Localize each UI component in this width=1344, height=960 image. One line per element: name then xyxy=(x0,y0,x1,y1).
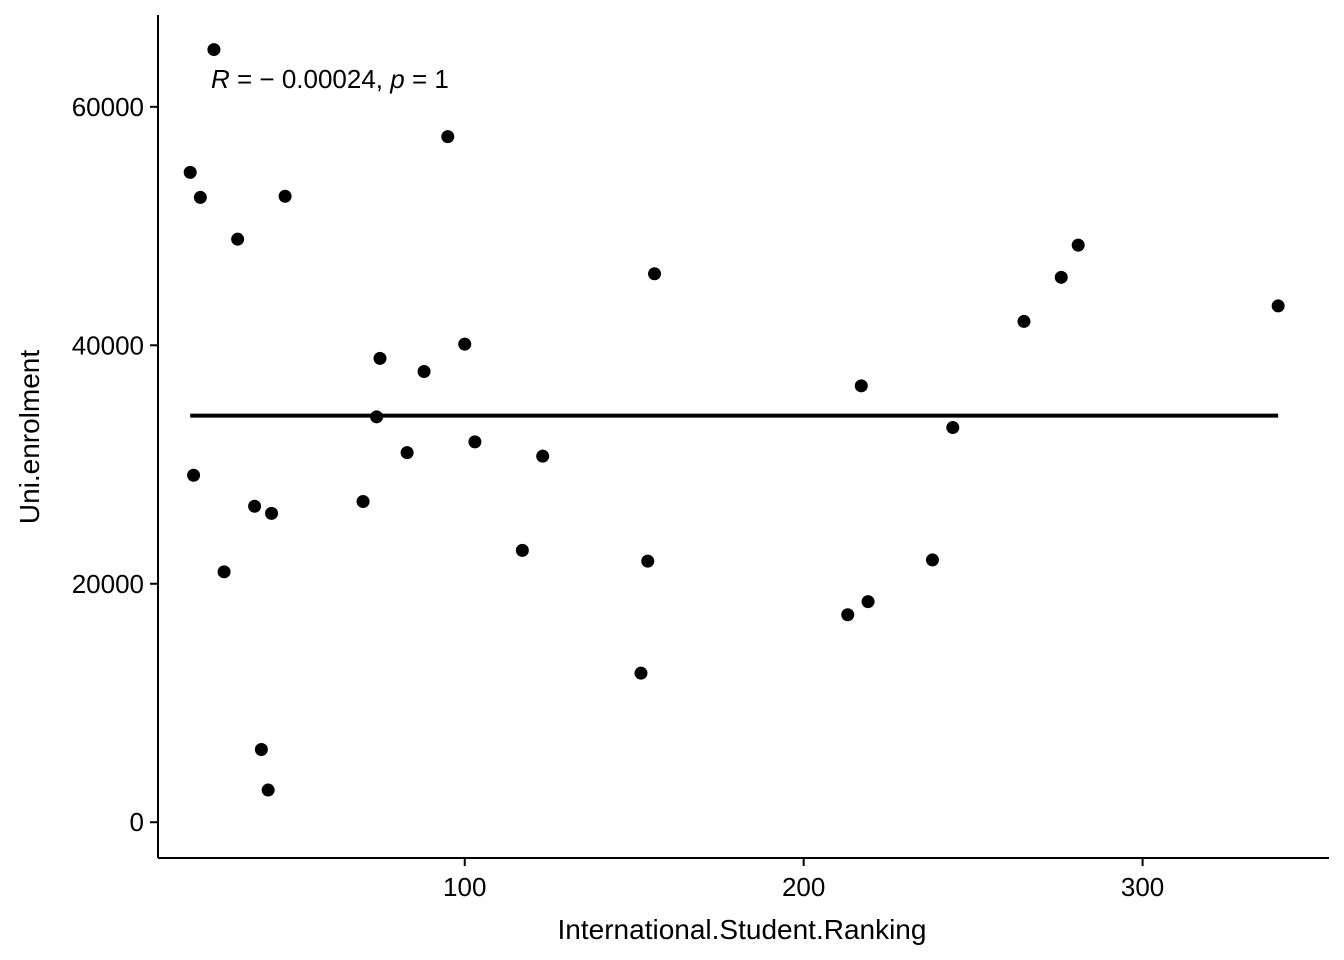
data-point xyxy=(641,554,655,568)
data-point xyxy=(248,499,262,513)
x-tick-label: 300 xyxy=(1121,872,1164,902)
data-point xyxy=(254,742,268,756)
r-value: = − 0.00024, xyxy=(230,64,390,94)
data-point xyxy=(536,449,550,463)
data-point xyxy=(187,468,201,482)
data-point xyxy=(1017,314,1031,328)
p-value: = 1 xyxy=(405,64,449,94)
y-tick-label: 60000 xyxy=(72,92,144,122)
data-point xyxy=(193,190,207,204)
data-point xyxy=(217,565,231,579)
data-point xyxy=(634,666,648,680)
plot-area xyxy=(183,43,1285,797)
y-axis-ticks: 0 20000 40000 60000 xyxy=(72,92,158,837)
correlation-annotation: R = − 0.00024, p = 1 xyxy=(211,64,449,94)
data-point xyxy=(207,43,221,57)
data-point xyxy=(925,553,939,567)
y-tick-label: 20000 xyxy=(72,569,144,599)
data-point xyxy=(854,379,868,393)
y-tick-label: 0 xyxy=(130,807,144,837)
data-point xyxy=(946,421,960,435)
data-point xyxy=(648,267,662,281)
data-point xyxy=(515,543,529,557)
x-tick-label: 100 xyxy=(443,872,486,902)
data-point xyxy=(1071,238,1085,252)
data-point xyxy=(400,446,414,460)
data-point xyxy=(370,410,384,424)
data-point xyxy=(458,337,472,351)
data-point xyxy=(183,165,197,179)
data-point xyxy=(441,130,455,144)
y-axis-title: Uni.enrolment xyxy=(14,350,45,525)
x-tick-label: 200 xyxy=(782,872,825,902)
x-axis-title: International.Student.Ranking xyxy=(558,914,927,945)
data-point xyxy=(468,435,482,449)
x-axis-ticks: 100 200 300 xyxy=(443,858,1164,902)
data-point xyxy=(261,783,275,797)
data-point xyxy=(417,365,431,379)
data-point xyxy=(231,232,245,246)
y-tick-label: 40000 xyxy=(72,330,144,360)
data-point xyxy=(356,494,370,508)
data-point xyxy=(1271,299,1285,313)
data-point xyxy=(841,608,855,622)
p-symbol: p xyxy=(389,64,404,94)
data-point xyxy=(373,351,387,365)
data-point xyxy=(265,506,279,520)
r-symbol: R xyxy=(211,64,230,94)
data-point xyxy=(1054,270,1068,284)
data-point xyxy=(861,595,875,609)
data-point xyxy=(278,189,292,203)
